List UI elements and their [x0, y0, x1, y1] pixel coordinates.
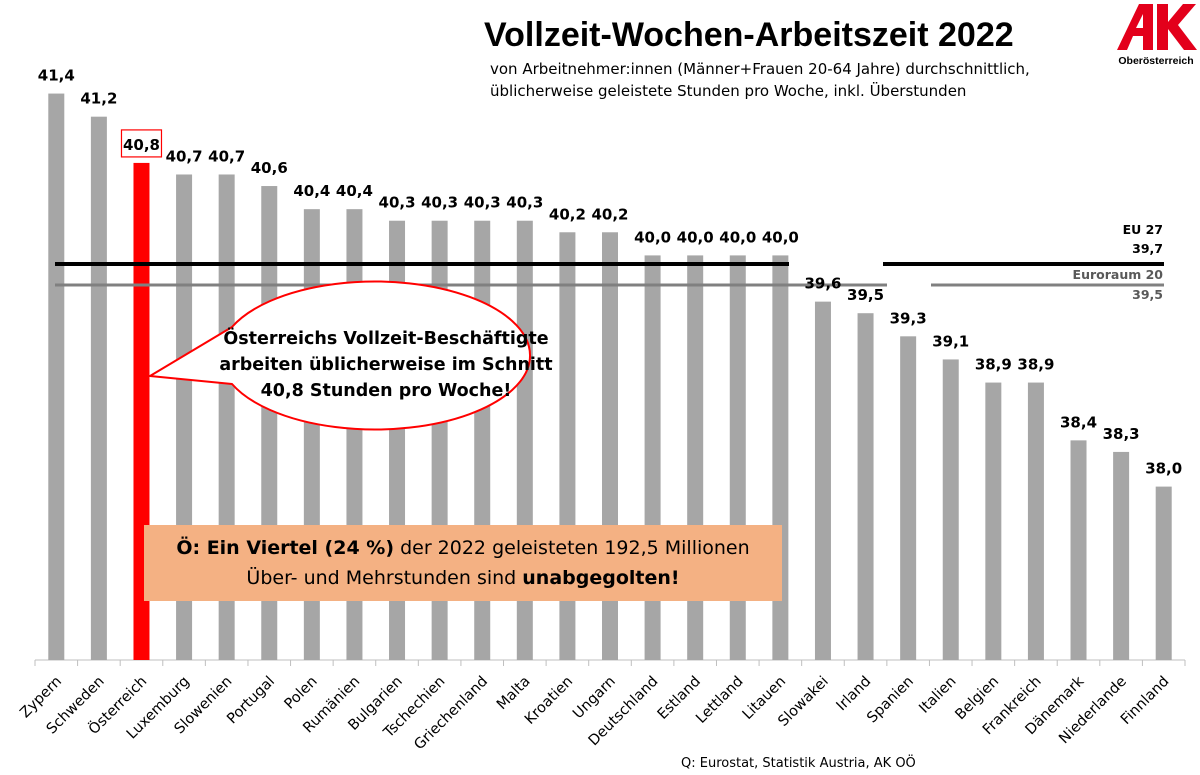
value-label-25: 38,3 [1103, 425, 1140, 443]
chart-title: Vollzeit-Wochen-Arbeitszeit 2022 [484, 16, 1014, 54]
value-label-4: 40,7 [208, 147, 245, 165]
bar-20 [900, 336, 917, 660]
ak-logo: Oberösterreich [1117, 4, 1197, 67]
bar-19 [857, 313, 874, 660]
value-label-24: 38,4 [1060, 413, 1097, 431]
bar-22 [985, 382, 1002, 660]
ak-logo-word: Oberösterreich [1118, 55, 1193, 67]
bar-21 [942, 359, 959, 660]
x-axis-ticks [34, 660, 1186, 666]
value-label-7: 40,4 [336, 182, 373, 200]
value-label-20: 39,3 [890, 309, 927, 327]
eu27-name: EU 27 [1123, 222, 1163, 237]
value-label-2: 40,8 [123, 136, 160, 154]
value-label-26: 38,0 [1145, 460, 1182, 478]
value-label-10: 40,3 [464, 194, 501, 212]
callout-line2: arbeiten üblicherweise im Schnitt [219, 355, 552, 375]
category-label-10: Griechenland [411, 674, 491, 754]
info-box-bold-prefix: Ö: Ein Viertel (24 %) [176, 537, 395, 559]
highlight-value-box [120, 129, 163, 158]
value-label-9: 40,3 [421, 194, 458, 212]
chart-subtitle-line1: von Arbeitnehmer:innen (Männer+Frauen 20… [490, 60, 1030, 78]
chart-subtitle-line2: üblicherweise geleistete Stunden pro Woc… [490, 81, 966, 100]
value-label-17: 40,0 [762, 228, 799, 246]
value-label-15: 40,0 [677, 228, 714, 246]
value-label-12: 40,2 [549, 205, 586, 223]
bar-18 [814, 301, 831, 660]
value-label-3: 40,7 [166, 147, 203, 165]
source-note: Q: Eurostat, Statistik Austria, AK OÖ [681, 754, 916, 771]
info-box-bold-suffix: unabgegolten! [522, 567, 680, 589]
info-box-line1: Ö: Ein Viertel (24 %) der 2022 geleistet… [144, 533, 782, 563]
value-label-6: 40,4 [293, 182, 330, 200]
eu27-value: 39,7 [1132, 241, 1163, 256]
ak-logo-mark [1117, 4, 1197, 50]
info-box-text2: Über- und Mehrstunden sind [246, 567, 523, 589]
value-label-21: 39,1 [932, 332, 969, 350]
value-label-23: 38,9 [1017, 356, 1054, 374]
euroraum-value: 39,5 [1132, 287, 1163, 302]
euroraum-name: Euroraum 20 [1073, 267, 1164, 282]
info-box-line2: Über- und Mehrstunden sind unabgegolten! [144, 563, 782, 593]
category-label-20: Spanien [864, 674, 917, 727]
value-labels: 41,4 41,2 40,8 40,7 40,7 40,6 40,4 40,4 40,3 40,3… [38, 67, 1182, 478]
callout-bubble: Österreichs Vollzeit-Beschäftigte arbeit… [149, 280, 553, 431]
reference-line-eu27: EU 27 39,7 [55, 222, 1164, 266]
value-label-5: 40,6 [251, 159, 288, 177]
bar-24 [1070, 440, 1087, 660]
value-label-1: 41,2 [80, 90, 117, 108]
value-label-18: 39,6 [804, 275, 841, 293]
value-label-19: 39,5 [847, 286, 884, 304]
value-label-14: 40,0 [634, 228, 671, 246]
bar-23 [1027, 382, 1044, 660]
bar-1 [90, 116, 107, 661]
callout-line3: 40,8 Stunden pro Woche! [261, 381, 512, 401]
bar-0 [48, 93, 65, 660]
callout-line1: Österreichs Vollzeit-Beschäftigte [223, 327, 548, 349]
callout-shape [149, 280, 531, 431]
value-label-11: 40,3 [506, 194, 543, 212]
value-label-16: 40,0 [719, 228, 756, 246]
bar-25 [1113, 451, 1130, 660]
value-label-13: 40,2 [591, 205, 628, 223]
category-label-6: Polen [282, 674, 321, 713]
bar-26 [1155, 486, 1172, 660]
reference-line-euroraum20: Euroraum 20 39,5 [55, 267, 1164, 302]
category-label-16: Lettland [693, 674, 746, 727]
category-label-19: Irland [834, 674, 875, 715]
info-box-text1: der 2022 geleisteten 192,5 Millionen [394, 537, 750, 559]
category-label-5: Portugal [224, 674, 278, 728]
category-label-11: Malta [494, 674, 534, 714]
info-box: Ö: Ein Viertel (24 %) der 2022 geleistet… [144, 525, 782, 601]
category-labels: ZypernSchwedenÖsterreichLuxemburgSloweni… [17, 672, 1172, 753]
value-label-8: 40,3 [379, 194, 416, 212]
value-label-22: 38,9 [975, 356, 1012, 374]
value-label-0: 41,4 [38, 67, 75, 85]
